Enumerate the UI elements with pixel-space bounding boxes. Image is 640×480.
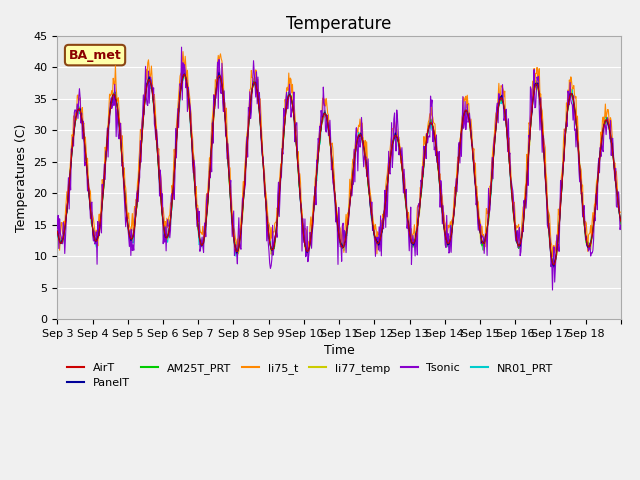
- Legend: AirT, PanelT, AM25T_PRT, li75_t, li77_temp, Tsonic, NR01_PRT: AirT, PanelT, AM25T_PRT, li75_t, li77_te…: [63, 359, 557, 393]
- Text: BA_met: BA_met: [68, 48, 122, 61]
- Y-axis label: Temperatures (C): Temperatures (C): [15, 123, 28, 232]
- X-axis label: Time: Time: [324, 344, 355, 357]
- Title: Temperature: Temperature: [287, 15, 392, 33]
